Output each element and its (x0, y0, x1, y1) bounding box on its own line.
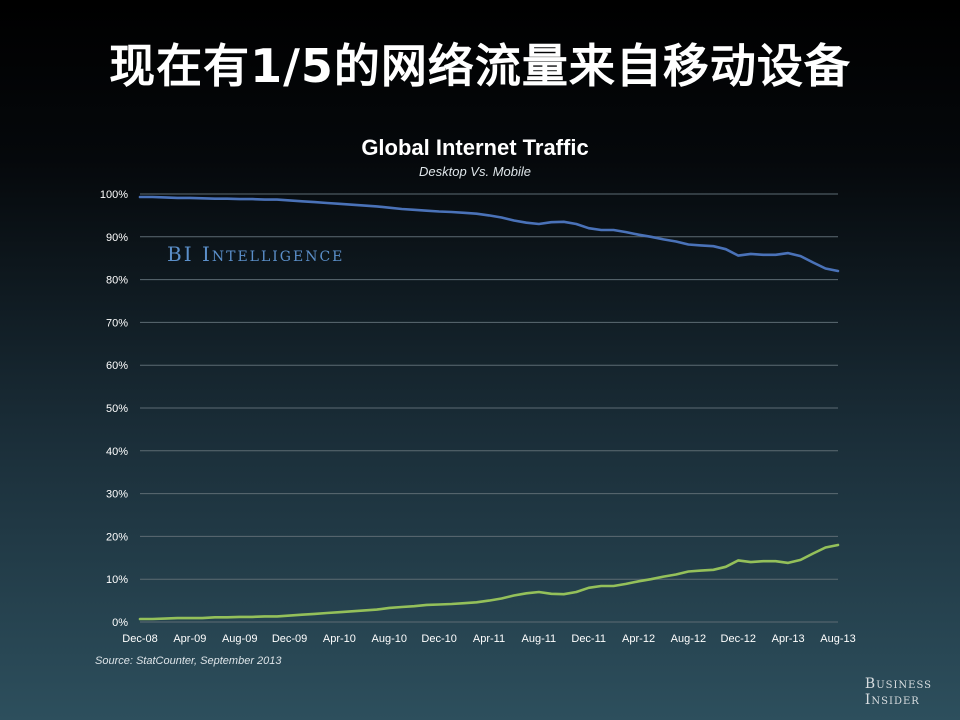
x-tick-label: Dec-12 (721, 633, 756, 645)
x-tick-label: Apr-13 (772, 633, 805, 645)
chart-subtitle: Desktop Vs. Mobile (419, 164, 531, 179)
slide-title: 现在有1/5的网络流量来自移动设备 (109, 39, 851, 93)
x-tick-label: Aug-11 (522, 633, 557, 645)
line-chart: 0% 10% 20% 30% 40% 50% 60% 70% 80% 90% 100% Dec-08… (100, 189, 856, 645)
brand-line-1: Business (864, 676, 932, 692)
y-tick-label: 100% (100, 189, 128, 201)
y-tick-label: 70% (106, 317, 128, 329)
x-tick-label: Apr-09 (173, 633, 206, 645)
chart-title: Global Internet Traffic (361, 135, 589, 160)
y-tick-label: 40% (106, 446, 128, 458)
x-tick-label: Aug-10 (372, 633, 407, 645)
grid-layer (140, 193, 838, 623)
series-layer (138, 195, 840, 621)
x-tick-label: Apr-10 (323, 633, 356, 645)
x-axis-ticks: Dec-08 Apr-09 Aug-09 Dec-09 Apr-10 Aug-10 Dec-… (122, 633, 855, 645)
business-insider-logo: Business Insider (865, 676, 932, 708)
x-tick-label: Dec-08 (122, 633, 157, 645)
y-tick-label: 30% (106, 489, 128, 501)
x-tick-label: Aug-09 (222, 633, 257, 645)
x-tick-label: Dec-10 (421, 633, 456, 645)
y-tick-label: 60% (106, 360, 128, 372)
x-tick-label: Dec-09 (272, 633, 307, 645)
x-tick-label: Aug-13 (820, 633, 855, 645)
bi-intelligence-watermark: BI Intelligence (167, 242, 345, 266)
mobile-series-line (138, 543, 840, 621)
x-tick-label: Dec-11 (571, 633, 606, 645)
chart-panel: Global Internet Traffic Desktop Vs. Mobi… (80, 130, 870, 680)
y-tick-label: 10% (106, 574, 128, 586)
y-tick-label: 80% (106, 275, 128, 287)
x-tick-label: Apr-11 (473, 633, 505, 645)
x-tick-label: Aug-12 (671, 633, 706, 645)
y-tick-label: 0% (112, 617, 128, 629)
brand-line-2: Insider (864, 692, 920, 708)
y-tick-label: 90% (106, 232, 128, 244)
desktop-series-line (138, 195, 840, 273)
y-tick-label: 20% (106, 531, 128, 543)
source-note: Source: StatCounter, September 2013 (95, 655, 282, 667)
y-tick-label: 50% (106, 403, 128, 415)
y-axis-ticks: 0% 10% 20% 30% 40% 50% 60% 70% 80% 90% 100% (100, 189, 128, 629)
x-tick-label: Apr-12 (622, 633, 655, 645)
